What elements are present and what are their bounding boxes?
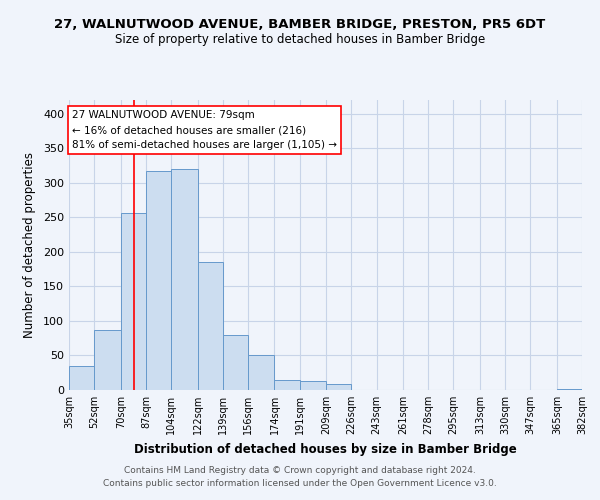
Text: 27, WALNUTWOOD AVENUE, BAMBER BRIDGE, PRESTON, PR5 6DT: 27, WALNUTWOOD AVENUE, BAMBER BRIDGE, PR… xyxy=(55,18,545,30)
Bar xyxy=(248,356,274,390)
Bar xyxy=(121,212,146,390)
Bar xyxy=(274,380,299,390)
Bar xyxy=(223,335,248,390)
Text: Size of property relative to detached houses in Bamber Bridge: Size of property relative to detached ho… xyxy=(115,32,485,46)
X-axis label: Distribution of detached houses by size in Bamber Bridge: Distribution of detached houses by size … xyxy=(134,442,517,456)
Bar xyxy=(326,384,352,390)
Bar xyxy=(146,171,171,390)
Bar xyxy=(69,366,94,390)
Text: Contains HM Land Registry data © Crown copyright and database right 2024.
Contai: Contains HM Land Registry data © Crown c… xyxy=(103,466,497,487)
Bar xyxy=(299,381,326,390)
Y-axis label: Number of detached properties: Number of detached properties xyxy=(23,152,36,338)
Bar xyxy=(171,169,197,390)
Bar xyxy=(197,262,223,390)
Bar xyxy=(94,330,121,390)
Text: 27 WALNUTWOOD AVENUE: 79sqm
← 16% of detached houses are smaller (216)
81% of se: 27 WALNUTWOOD AVENUE: 79sqm ← 16% of det… xyxy=(72,110,337,150)
Bar xyxy=(557,388,582,390)
